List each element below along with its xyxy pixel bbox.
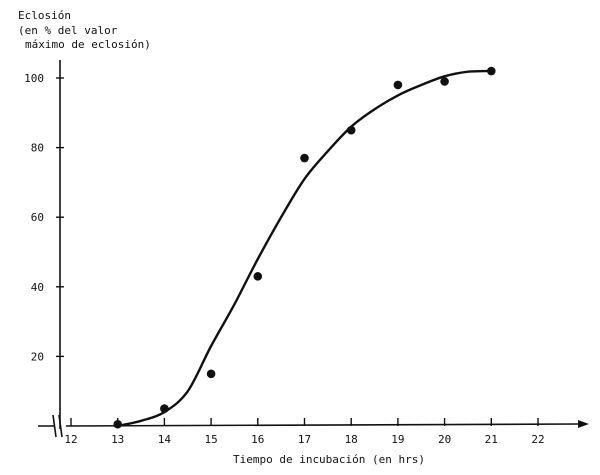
ylabel-line-1: Eclosión	[18, 9, 71, 22]
ylabel-line-3: máximo de eclosión)	[25, 38, 151, 51]
x-tick-label: 22	[531, 433, 544, 446]
axes	[38, 60, 589, 438]
axis-break-mark	[52, 414, 57, 438]
x-axis-label: Tiempo de incubación (en hrs)	[233, 453, 425, 466]
ylabel-line-2: (en % del valor	[18, 24, 118, 37]
x-tick-label: 21	[485, 433, 498, 446]
y-tick-label: 40	[31, 281, 44, 294]
fitted-curve-layer	[117, 69, 492, 428]
data-point	[440, 77, 449, 86]
data-point	[300, 153, 309, 163]
x-tick-label: 14	[158, 433, 172, 446]
data-point	[206, 369, 216, 379]
data-points	[113, 66, 496, 429]
y-tick-label: 60	[31, 211, 44, 224]
y-tick-label: 80	[31, 142, 44, 155]
y-tick-label: 20	[31, 350, 44, 363]
x-tick-label: 18	[345, 433, 358, 446]
x-tick-label: 16	[251, 433, 264, 446]
x-axis-arrowhead	[578, 420, 589, 428]
data-point	[487, 66, 496, 76]
axis-break-mark	[58, 414, 63, 438]
x-tick-label: 13	[111, 433, 124, 446]
data-point	[160, 404, 169, 413]
data-point	[113, 419, 122, 429]
x-tick-label: 20	[438, 433, 451, 446]
x-tick-label: 17	[298, 433, 311, 446]
fitted-curve	[117, 69, 492, 428]
x-axis-line	[65, 423, 579, 427]
x-tick-label: 15	[204, 433, 217, 446]
data-point	[393, 80, 403, 90]
data-point	[346, 125, 356, 135]
x-tick-label: 12	[64, 433, 77, 446]
y-tick-label: 100	[24, 72, 44, 85]
x-tick-label: 19	[391, 433, 404, 446]
data-point	[253, 272, 263, 281]
y-axis-ticks: 20 40 60 80 100	[24, 72, 64, 363]
